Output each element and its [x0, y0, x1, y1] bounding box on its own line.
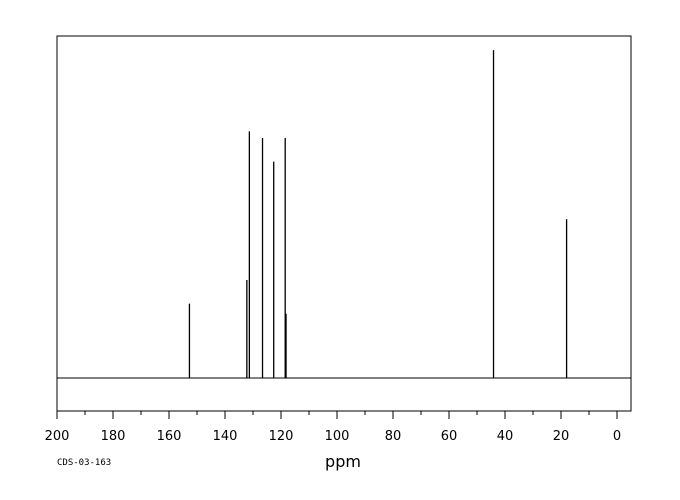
x-axis-ticks: [56, 411, 618, 419]
x-tick-label: 100: [325, 429, 350, 444]
plot-frame: [56, 35, 632, 412]
x-tick-label: 80: [385, 429, 402, 444]
x-tick-label: 180: [101, 429, 126, 444]
x-axis-tick-labels: 200 180 160 140 120 100 80 60 40 20 0: [45, 429, 622, 444]
x-tick-label: 60: [441, 429, 458, 444]
x-tick-label: 0: [613, 429, 621, 444]
x-axis-label: ppm: [325, 452, 361, 471]
x-tick-label: 160: [157, 429, 182, 444]
sample-code-label: CDS-03-163: [57, 458, 111, 468]
x-tick-label: 40: [497, 429, 514, 444]
x-tick-label: 140: [213, 429, 238, 444]
x-tick-label: 120: [269, 429, 294, 444]
x-tick-label: 20: [553, 429, 570, 444]
x-tick-label: 200: [45, 429, 70, 444]
spectrum-peaks: [188, 50, 568, 378]
